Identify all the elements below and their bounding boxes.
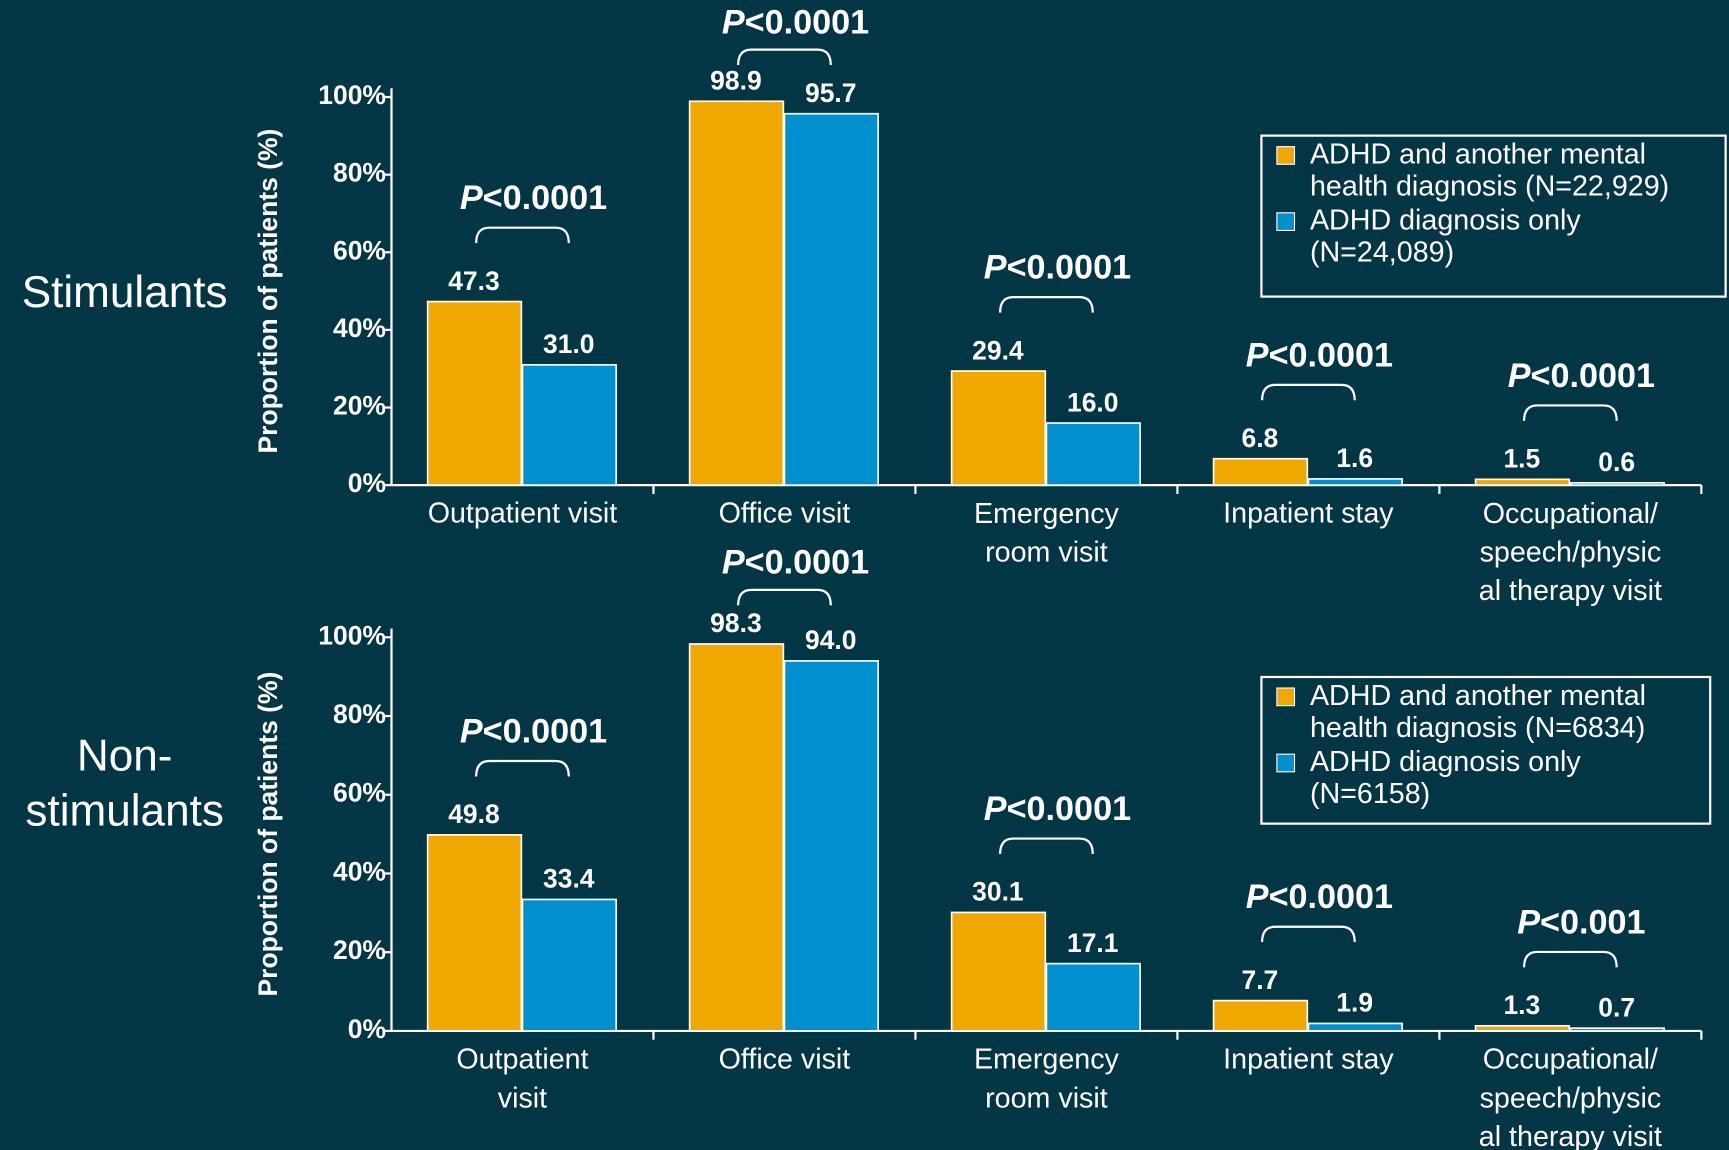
significance-bracket — [1260, 383, 1356, 401]
legend-box — [1260, 134, 1727, 298]
bar — [1045, 962, 1141, 1032]
bar — [783, 660, 879, 1032]
y-tick-label: 80% — [333, 699, 386, 729]
legend-label: ADHD and another mental health diagnosis … — [1310, 679, 1646, 743]
legend-label: ADHD diagnosis only (N=6158) — [1310, 746, 1581, 810]
significance-bracket — [475, 226, 570, 244]
value-label: 7.7 — [1241, 965, 1278, 995]
y-axis-label: Proportion of patients (%) — [253, 129, 283, 454]
p-value: P<0.0001 — [722, 3, 869, 41]
bar — [688, 100, 785, 486]
row-label: Non-stimulants — [25, 731, 224, 835]
y-tick-label: 0% — [348, 1014, 386, 1044]
legend-swatch — [1276, 212, 1296, 231]
bar — [521, 898, 618, 1032]
p-value: P<0.001 — [1517, 903, 1645, 941]
bar — [783, 112, 879, 486]
bar — [1569, 1027, 1665, 1032]
x-tick-label: Inpatient stay — [1223, 497, 1394, 529]
value-label: 31.0 — [543, 329, 595, 359]
significance-bracket — [1522, 404, 1618, 421]
value-label: 98.9 — [710, 66, 762, 96]
y-tick-label: 100% — [318, 80, 386, 110]
value-label: 0.6 — [1598, 447, 1635, 477]
legend-box — [1260, 675, 1712, 825]
significance-bracket — [1522, 950, 1618, 968]
p-value: P<0.0001 — [1246, 336, 1393, 374]
significance-bracket — [737, 588, 832, 606]
bar — [1307, 1022, 1403, 1032]
value-label: 1.9 — [1336, 988, 1373, 1018]
value-label: 30.1 — [972, 877, 1024, 907]
bar — [1045, 422, 1141, 486]
x-tick-label: Outpatient visit — [456, 1043, 588, 1114]
legend-label: ADHD and another mental health diagnosis … — [1310, 138, 1669, 202]
value-label: 29.4 — [972, 335, 1024, 365]
x-tick-label: Office visit — [719, 1043, 851, 1075]
legend-swatch — [1276, 753, 1296, 773]
bar — [1474, 1024, 1571, 1032]
value-label: 47.3 — [448, 266, 500, 296]
p-value: P<0.0001 — [460, 712, 607, 750]
x-tick-label: Emergency room visit — [974, 1043, 1120, 1114]
x-tick-label: Occupational/speech/physic al therapy vis… — [1479, 497, 1662, 606]
y-tick-label: 40% — [333, 313, 386, 343]
y-axis-label: Proportion of patients (%) — [253, 672, 283, 997]
value-label: 95.7 — [805, 78, 857, 108]
y-tick-label: 60% — [333, 778, 386, 808]
y-tick-label: 20% — [333, 391, 386, 421]
x-tick-label: Office visit — [719, 497, 851, 529]
p-value: P<0.0001 — [1246, 878, 1393, 916]
value-label: 94.0 — [805, 625, 857, 655]
value-label: 16.0 — [1067, 387, 1119, 417]
significance-bracket — [475, 759, 570, 777]
value-label: 1.3 — [1503, 990, 1540, 1020]
p-value: P<0.0001 — [1508, 357, 1655, 395]
x-tick-label: Outpatient visit — [428, 497, 618, 529]
significance-bracket — [999, 296, 1094, 313]
p-value: P<0.0001 — [984, 249, 1131, 287]
bar — [426, 300, 523, 486]
value-label: 98.3 — [710, 608, 762, 638]
x-tick-label: Occupational/speech/physic al therapy vis… — [1479, 1043, 1662, 1150]
p-value: P<0.0001 — [984, 790, 1131, 828]
bar — [521, 363, 618, 486]
y-tick-label: 60% — [333, 235, 386, 265]
bar — [950, 370, 1047, 486]
row-label: Stimulants — [22, 268, 228, 317]
significance-bracket — [737, 48, 832, 66]
value-label: 6.8 — [1241, 423, 1278, 453]
value-label: 17.1 — [1067, 928, 1119, 958]
y-tick-label: 80% — [333, 158, 386, 188]
legend-swatch — [1276, 687, 1296, 707]
value-label: 49.8 — [448, 799, 500, 829]
y-tick-label: 100% — [318, 620, 386, 650]
x-tick-label: Emergency room visit — [974, 497, 1120, 568]
y-tick-label: 0% — [348, 468, 386, 498]
p-value: P<0.0001 — [722, 544, 869, 582]
bar — [950, 911, 1047, 1032]
p-value: P<0.0001 — [460, 179, 607, 217]
significance-bracket — [999, 837, 1094, 855]
bar — [426, 834, 523, 1032]
legend-swatch — [1276, 146, 1296, 165]
y-tick-label: 40% — [333, 856, 386, 886]
legend-label: ADHD diagnosis only (N=24,089) — [1310, 204, 1581, 268]
bar — [1307, 478, 1403, 486]
bar — [688, 643, 785, 1032]
bar — [1474, 478, 1571, 486]
value-label: 1.5 — [1503, 444, 1540, 474]
bar — [1212, 457, 1309, 486]
bar — [1212, 999, 1309, 1032]
value-label: 1.6 — [1336, 443, 1373, 473]
bar — [1569, 481, 1665, 486]
value-label: 0.7 — [1598, 992, 1635, 1022]
x-tick-label: Inpatient stay — [1223, 1043, 1394, 1075]
significance-bracket — [1260, 925, 1356, 943]
y-tick-label: 20% — [333, 935, 386, 965]
value-label: 33.4 — [543, 864, 595, 894]
